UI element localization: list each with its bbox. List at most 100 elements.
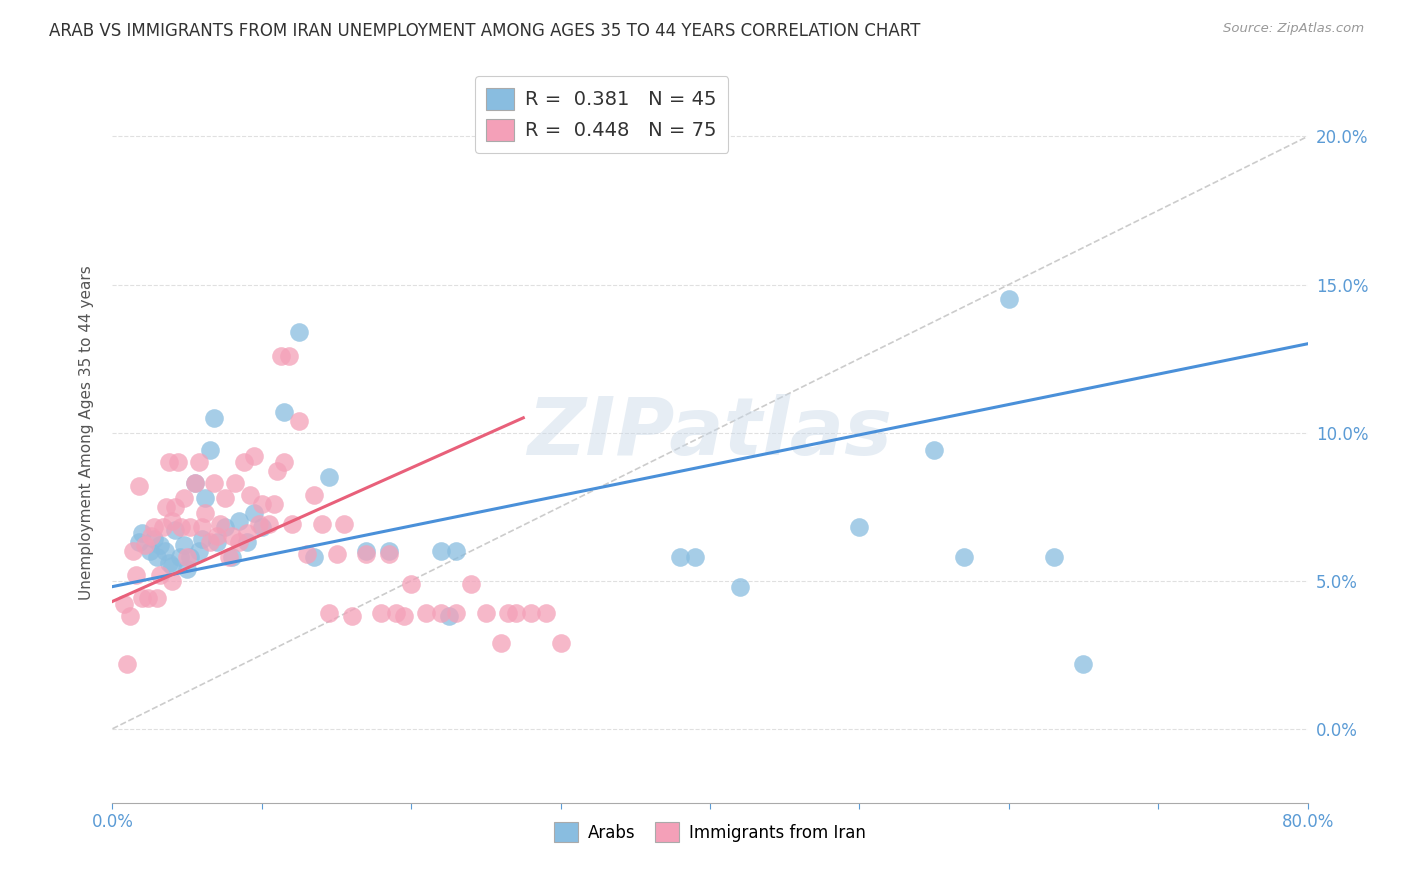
Point <box>498 607 520 621</box>
Point <box>385 607 408 621</box>
Point <box>146 591 169 606</box>
Text: Source: ZipAtlas.com: Source: ZipAtlas.com <box>1223 22 1364 36</box>
Point <box>333 517 356 532</box>
Point <box>138 591 160 606</box>
Point <box>165 500 187 514</box>
Point <box>194 506 217 520</box>
Point <box>250 520 273 534</box>
Point <box>218 549 240 564</box>
Point <box>152 520 174 534</box>
Point <box>243 450 266 464</box>
Point <box>146 549 169 564</box>
Point <box>205 535 228 549</box>
Point <box>205 529 228 543</box>
Point <box>183 475 205 490</box>
Point <box>550 636 572 650</box>
Point <box>669 549 692 564</box>
Point <box>848 520 870 534</box>
Point <box>475 607 498 621</box>
Point <box>728 580 751 594</box>
Point <box>143 520 166 534</box>
Point <box>311 517 333 532</box>
Point <box>953 549 976 564</box>
Point <box>122 544 145 558</box>
Text: ZIPatlas: ZIPatlas <box>527 393 893 472</box>
Point <box>259 517 281 532</box>
Point <box>188 544 211 558</box>
Point <box>266 464 288 478</box>
Text: ARAB VS IMMIGRANTS FROM IRAN UNEMPLOYMENT AMONG AGES 35 TO 44 YEARS CORRELATION : ARAB VS IMMIGRANTS FROM IRAN UNEMPLOYMEN… <box>49 22 921 40</box>
Point <box>239 488 262 502</box>
Point <box>214 520 236 534</box>
Point <box>194 491 217 505</box>
Point <box>141 529 163 543</box>
Point <box>281 517 304 532</box>
Point <box>149 567 172 582</box>
Point <box>998 293 1021 307</box>
Point <box>392 609 415 624</box>
Point <box>430 544 453 558</box>
Point <box>277 349 299 363</box>
Point <box>430 607 453 621</box>
Point <box>228 515 250 529</box>
Point <box>128 535 150 549</box>
Point <box>325 547 347 561</box>
Point <box>1073 657 1095 671</box>
Point <box>120 609 142 624</box>
Point <box>340 609 363 624</box>
Point <box>173 538 195 552</box>
Point <box>114 598 135 612</box>
Point <box>356 547 378 561</box>
Legend: Arabs, Immigrants from Iran: Arabs, Immigrants from Iran <box>546 814 875 850</box>
Point <box>131 591 153 606</box>
Point <box>273 405 295 419</box>
Point <box>302 488 325 502</box>
Point <box>534 607 557 621</box>
Point <box>444 607 467 621</box>
Point <box>214 491 236 505</box>
Point <box>270 349 292 363</box>
Point <box>173 491 195 505</box>
Point <box>236 526 259 541</box>
Point <box>683 549 706 564</box>
Point <box>155 500 177 514</box>
Point <box>188 455 211 469</box>
Point <box>162 558 183 573</box>
Point <box>179 549 201 564</box>
Point <box>157 455 180 469</box>
Point <box>209 517 232 532</box>
Point <box>191 520 214 534</box>
Point <box>318 607 340 621</box>
Point <box>437 609 460 624</box>
Point <box>117 657 139 671</box>
Point <box>183 475 205 490</box>
Point <box>169 549 191 564</box>
Point <box>295 547 318 561</box>
Point <box>224 475 246 490</box>
Point <box>236 535 259 549</box>
Point <box>460 576 482 591</box>
Point <box>233 455 256 469</box>
Point <box>1042 549 1064 564</box>
Point <box>401 576 423 591</box>
Point <box>273 455 295 469</box>
Point <box>221 549 243 564</box>
Point <box>198 443 221 458</box>
Point <box>202 410 225 425</box>
Point <box>198 535 221 549</box>
Point <box>131 526 153 541</box>
Point <box>318 470 340 484</box>
Point <box>191 533 214 547</box>
Point <box>162 515 183 529</box>
Point <box>179 520 201 534</box>
Point <box>153 544 176 558</box>
Point <box>370 607 392 621</box>
Y-axis label: Unemployment Among Ages 35 to 44 years: Unemployment Among Ages 35 to 44 years <box>79 265 94 600</box>
Point <box>162 574 183 588</box>
Point <box>288 325 311 339</box>
Point <box>176 562 198 576</box>
Point <box>922 443 945 458</box>
Point <box>157 556 180 570</box>
Point <box>221 529 243 543</box>
Point <box>170 520 193 534</box>
